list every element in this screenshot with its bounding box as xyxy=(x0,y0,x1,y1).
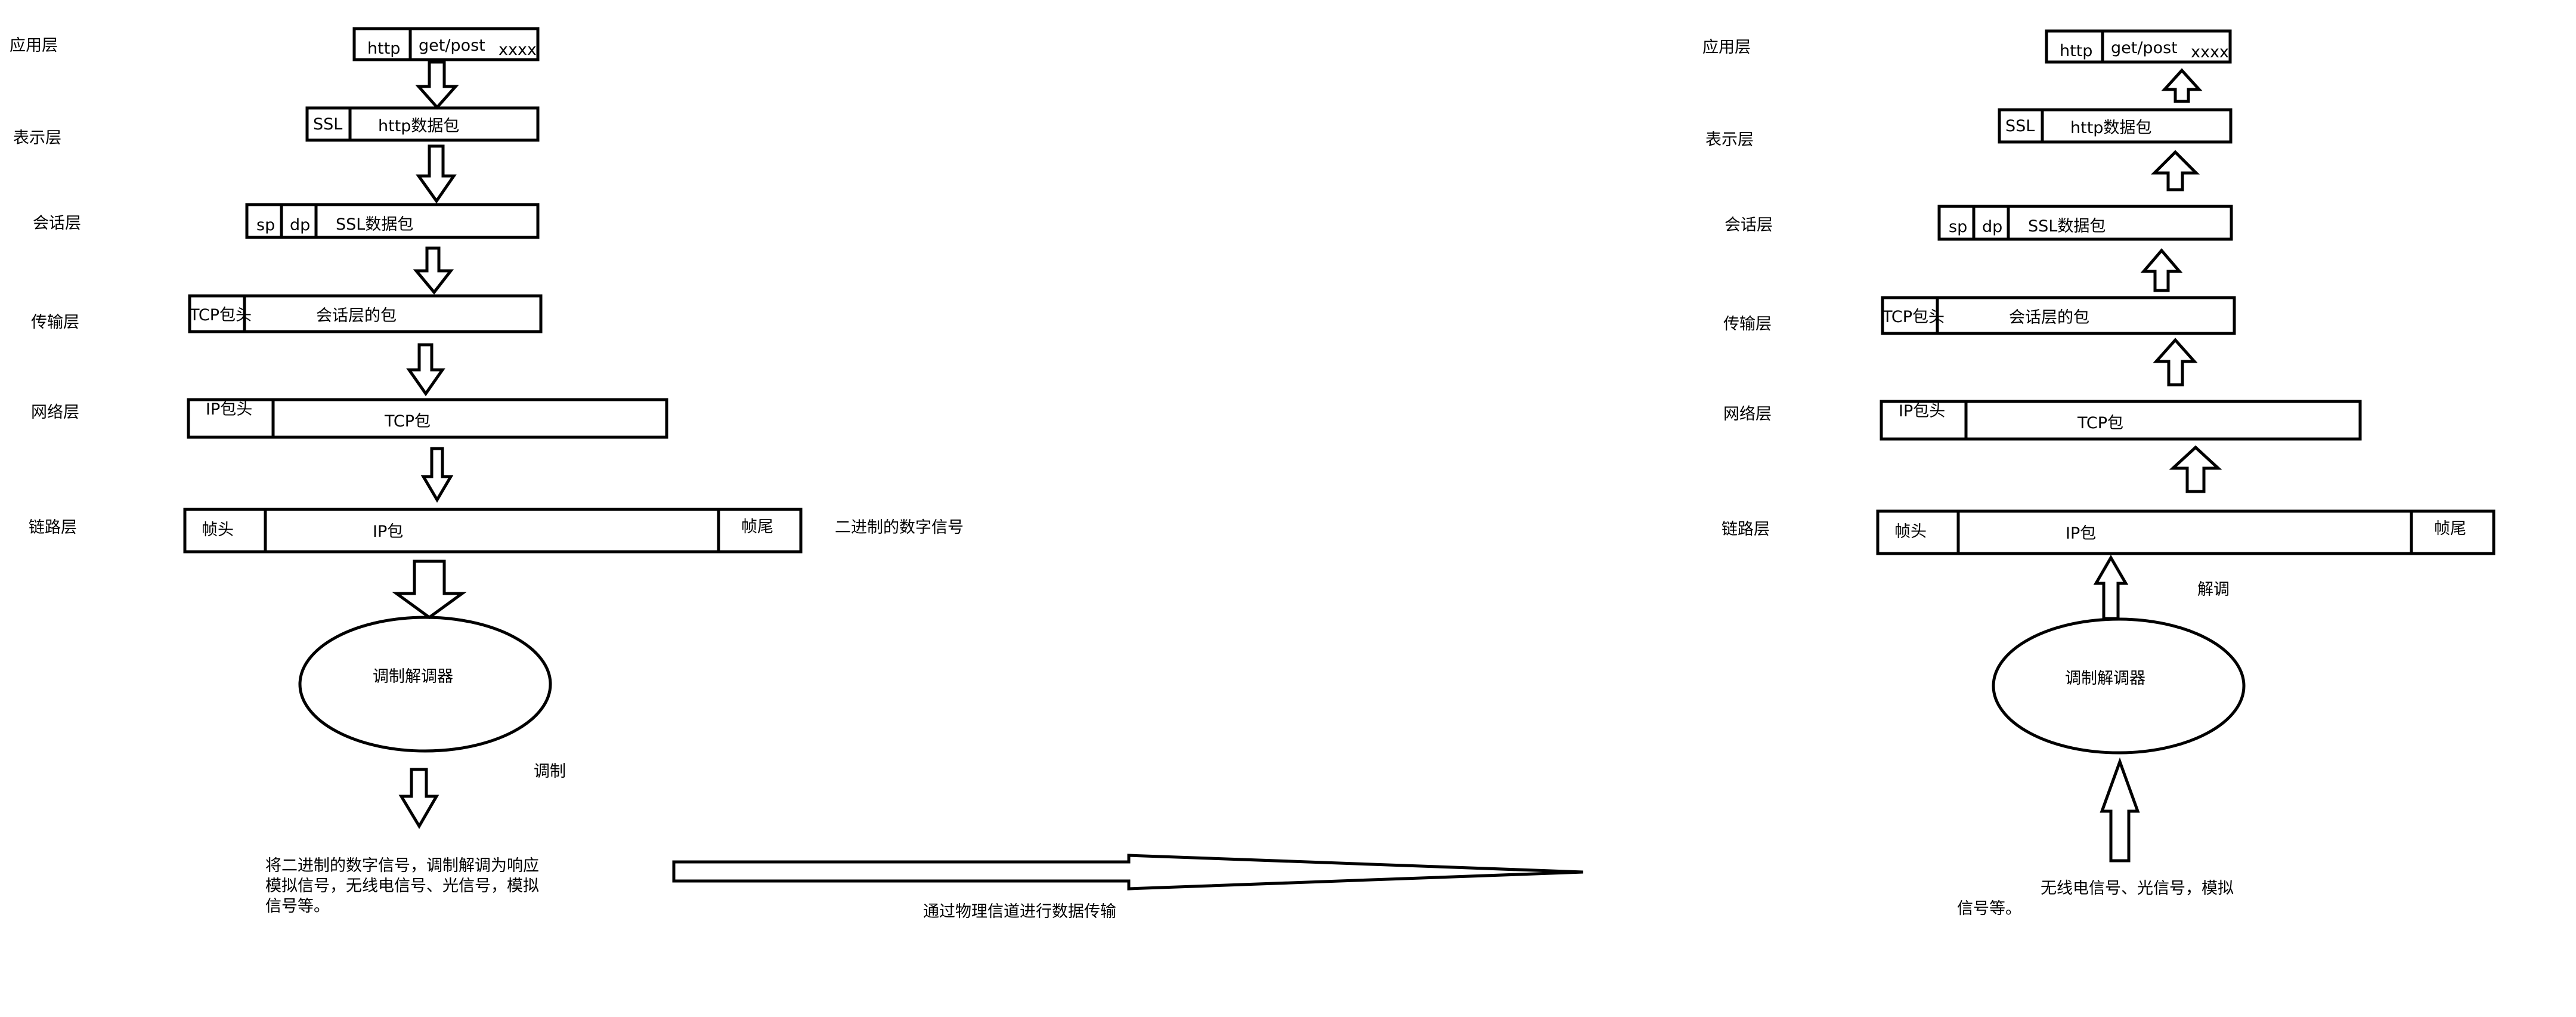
sender-network-ip-header: IP包头 xyxy=(206,400,252,419)
sender-session-sp: sp xyxy=(256,216,275,234)
sender-desc-line-3: 信号等。 xyxy=(265,897,330,916)
receiver-arrow-up-6 xyxy=(2093,555,2129,620)
receiver-arrow-up-1 xyxy=(2161,68,2203,103)
sender-session-packet xyxy=(245,203,540,239)
sender-desc-line-2: 模拟信号，无线电信号、光信号，模拟 xyxy=(265,877,539,895)
sender-presentation-packet xyxy=(305,106,540,142)
receiver-arrow-up-7 xyxy=(2100,757,2140,863)
receiver-transport-session-packet: 会话层的包 xyxy=(2009,308,2089,327)
sender-app-xxxx: xxxx xyxy=(499,41,537,59)
sender-network-packet xyxy=(187,398,668,439)
sender-app-getpost: get/post xyxy=(419,36,485,55)
sender-transport-tcp-header: TCP包头 xyxy=(189,306,252,324)
sender-transport-session-packet: 会话层的包 xyxy=(316,307,397,325)
receiver-layer-transport: 传输层 xyxy=(1723,315,1772,333)
receiver-layer-link: 链路层 xyxy=(1722,520,1770,539)
sender-arrow-down-5 xyxy=(420,447,454,503)
sender-layer-presentation: 表示层 xyxy=(13,129,61,147)
receiver-transport-packet xyxy=(1881,296,2236,335)
receiver-link-packet xyxy=(1876,509,2496,555)
receiver-app-packet xyxy=(2045,29,2232,64)
receiver-pres-http-packet: http数据包 xyxy=(2070,119,2151,137)
channel-label: 通过物理信道进行数据传输 xyxy=(923,902,1116,921)
sender-network-tcp-packet: TCP包 xyxy=(384,412,431,431)
sender-link-ip-packet: IP包 xyxy=(373,523,403,541)
sender-session-dp: dp xyxy=(290,216,310,234)
receiver-transport-tcp-header: TCP包头 xyxy=(1882,308,1945,326)
receiver-link-frame-tail: 帧尾 xyxy=(2434,520,2466,538)
receiver-desc-line-1: 无线电信号、光信号，模拟 xyxy=(2041,879,2234,898)
receiver-app-http: http xyxy=(2060,42,2092,60)
sender-session-ssl-packet: SSL数据包 xyxy=(336,215,413,234)
sender-app-http: http xyxy=(367,39,400,58)
sender-layer-session: 会话层 xyxy=(33,214,81,233)
sender-arrow-down-7 xyxy=(398,768,439,829)
sender-desc-line-1: 将二进制的数字信号，调制解调为响应 xyxy=(265,857,539,875)
sender-link-frame-tail: 帧尾 xyxy=(741,518,773,536)
receiver-arrow-up-3 xyxy=(2140,248,2183,292)
receiver-network-packet xyxy=(1880,400,2362,441)
receiver-network-tcp-packet: TCP包 xyxy=(2077,414,2123,432)
channel-arrow xyxy=(672,854,1584,891)
receiver-layer-application: 应用层 xyxy=(1702,38,1751,57)
receiver-desc-line-2: 信号等。 xyxy=(1957,899,2021,918)
sender-arrow-down-3 xyxy=(413,246,454,295)
receiver-arrow-up-5 xyxy=(2169,445,2222,493)
sender-link-note: 二进制的数字信号 xyxy=(835,518,964,537)
receiver-app-getpost: get/post xyxy=(2111,39,2178,57)
receiver-arrow-up-2 xyxy=(2150,150,2200,191)
receiver-session-dp: dp xyxy=(1982,218,2002,236)
sender-pres-ssl: SSL xyxy=(313,115,342,134)
receiver-network-ip-header: IP包头 xyxy=(1899,402,1945,421)
receiver-session-packet xyxy=(1937,205,2233,241)
receiver-session-ssl-packet: SSL数据包 xyxy=(2028,217,2106,236)
receiver-modem-label: 调制解调器 xyxy=(2065,669,2145,688)
receiver-layer-presentation: 表示层 xyxy=(1705,131,1754,149)
sender-layer-transport: 传输层 xyxy=(31,313,79,332)
sender-layer-network: 网络层 xyxy=(31,403,79,422)
sender-transport-packet xyxy=(188,294,543,333)
receiver-demodulate-label: 解调 xyxy=(2197,580,2230,599)
receiver-session-sp: sp xyxy=(1949,218,1967,236)
sender-app-packet xyxy=(352,27,540,61)
receiver-link-ip-packet: IP包 xyxy=(2066,524,2096,543)
receiver-modem xyxy=(1992,617,2246,755)
sender-link-packet xyxy=(183,508,803,554)
sender-arrow-down-1 xyxy=(415,60,459,110)
sender-modem xyxy=(298,616,552,753)
receiver-link-frame-header: 帧头 xyxy=(1894,523,1927,541)
sender-layer-application: 应用层 xyxy=(10,36,58,55)
receiver-arrow-up-4 xyxy=(2153,338,2198,387)
sender-arrow-down-2 xyxy=(416,144,457,204)
receiver-layer-session: 会话层 xyxy=(1724,216,1773,234)
receiver-app-xxxx: xxxx xyxy=(2191,43,2229,61)
sender-modulate-label: 调制 xyxy=(534,762,566,781)
receiver-pres-ssl: SSL xyxy=(2005,117,2035,135)
sender-layer-link: 链路层 xyxy=(29,518,77,537)
sender-modem-label: 调制解调器 xyxy=(373,667,453,686)
sender-arrow-down-6 xyxy=(392,559,467,620)
sender-pres-http-packet: http数据包 xyxy=(378,117,459,135)
sender-link-frame-header: 帧头 xyxy=(202,521,234,539)
sender-arrow-down-4 xyxy=(406,343,445,397)
receiver-presentation-packet xyxy=(1998,108,2233,144)
receiver-layer-network: 网络层 xyxy=(1723,405,1772,424)
